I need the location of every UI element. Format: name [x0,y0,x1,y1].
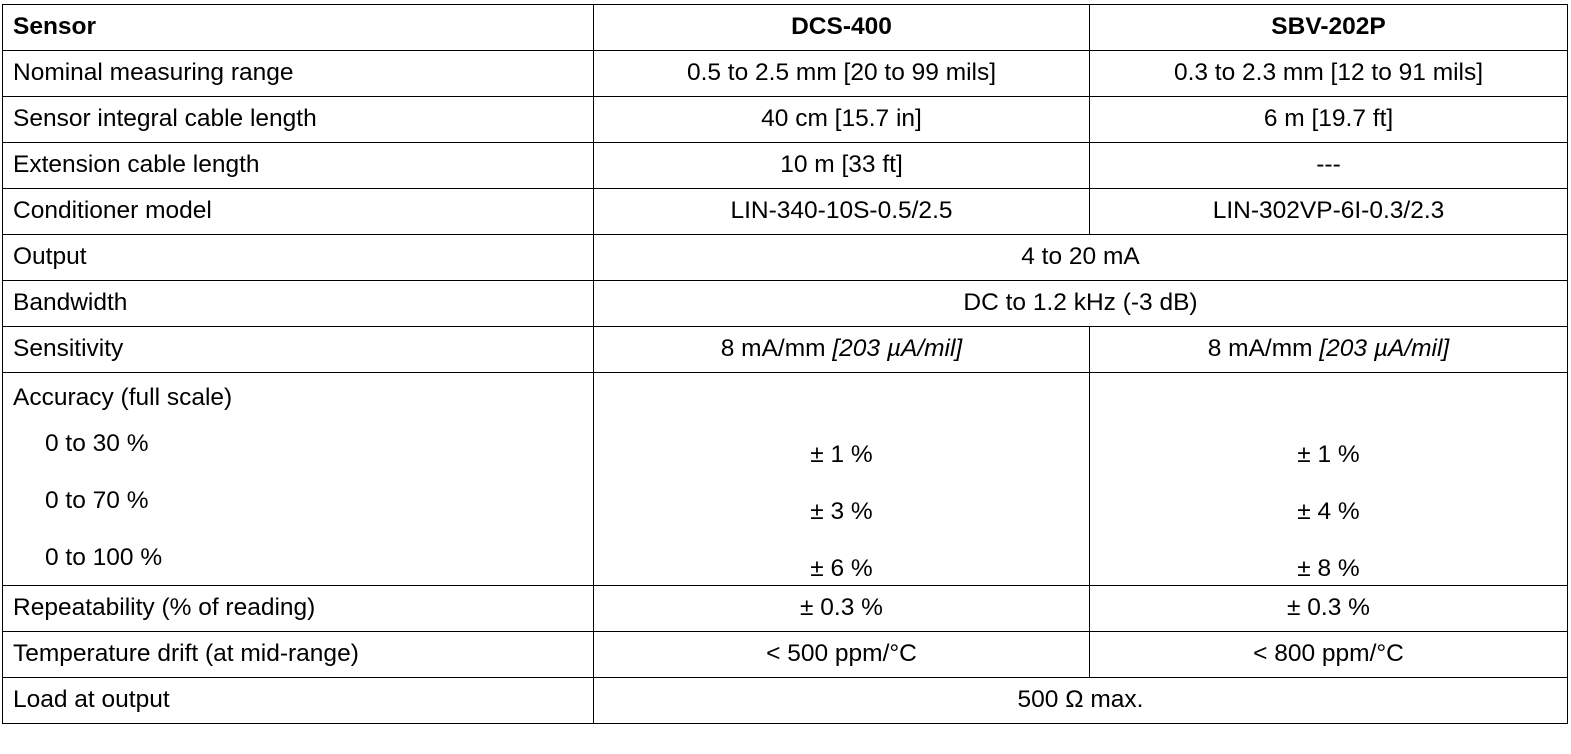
accuracy-value: ± 4 % [1297,498,1360,525]
accuracy-value: ± 1 % [1297,441,1360,468]
accuracy-value: ± 1 % [810,441,873,468]
header-dcs-400: DCS-400 [593,4,1090,51]
header-sensor: Sensor [2,4,594,51]
table-row: Nominal measuring range 0.5 to 2.5 mm [2… [2,50,1568,97]
table-row: Conditioner model LIN-340-10S-0.5/2.5 LI… [2,188,1568,235]
row-value-sbv-202p: ± 0.3 % [1089,585,1568,632]
sensitivity-value: 8 mA/mm [1207,335,1320,363]
row-value-sbv-202p: 8 mA/mm [203 µA/mil] [1089,326,1568,373]
header-sbv-202p: SBV-202P [1089,4,1568,51]
accuracy-value: ± 6 % [810,555,873,582]
row-label: Temperature drift (at mid-range) [2,631,594,678]
row-label: Sensor integral cable length [2,96,594,143]
row-label: Bandwidth [2,280,594,327]
accuracy-label-cell: Accuracy (full scale) 0 to 30 % 0 to 70 … [2,372,594,586]
row-label: Output [2,234,594,281]
row-label: Nominal measuring range [2,50,594,97]
row-value-dcs-400: 40 cm [15.7 in] [593,96,1090,143]
row-value-dcs-400: LIN-340-10S-0.5/2.5 [593,188,1090,235]
accuracy-sbv-202p-cell: ± 1 % ± 4 % ± 8 % [1089,372,1568,586]
table-row: Bandwidth DC to 1.2 kHz (-3 dB) [2,280,1568,327]
table-row: Load at output 500 Ω max. [2,677,1568,724]
row-label: Load at output [2,677,594,724]
sensitivity-value: 8 mA/mm [720,335,833,363]
table-row: Repeatability (% of reading) ± 0.3 % ± 0… [2,585,1568,632]
row-value-sbv-202p: LIN-302VP-6I-0.3/2.3 [1089,188,1568,235]
row-label: Repeatability (% of reading) [2,585,594,632]
sensor-spec-table: Sensor DCS-400 SBV-202P Nominal measurin… [2,4,1568,724]
accuracy-label: Accuracy (full scale) [13,384,233,411]
sensitivity-imperial-value: [203 µA/mil] [832,335,963,363]
row-label: Sensitivity [2,326,594,373]
row-value-merged: 500 Ω max. [593,677,1568,724]
table-row-accuracy: Accuracy (full scale) 0 to 30 % 0 to 70 … [2,372,1568,586]
table-row: Sensor integral cable length 40 cm [15.7… [2,96,1568,143]
table-row: Temperature drift (at mid-range) < 500 p… [2,631,1568,678]
accuracy-range-label: 0 to 100 % [45,544,163,571]
accuracy-range-label: 0 to 70 % [45,487,149,514]
row-value-sbv-202p: < 800 ppm/°C [1089,631,1568,678]
row-value-dcs-400: 0.5 to 2.5 mm [20 to 99 mils] [593,50,1090,97]
row-value-sbv-202p: 0.3 to 2.3 mm [12 to 91 mils] [1089,50,1568,97]
row-value-sbv-202p: 6 m [19.7 ft] [1089,96,1568,143]
row-label: Conditioner model [2,188,594,235]
table-header-row: Sensor DCS-400 SBV-202P [2,4,1568,51]
accuracy-range-label: 0 to 30 % [45,430,149,457]
table-row: Extension cable length 10 m [33 ft] --- [2,142,1568,189]
row-value-dcs-400: ± 0.3 % [593,585,1090,632]
row-value-dcs-400: 10 m [33 ft] [593,142,1090,189]
table-row: Output 4 to 20 mA [2,234,1568,281]
row-value-dcs-400: 8 mA/mm [203 µA/mil] [593,326,1090,373]
row-value-merged: 4 to 20 mA [593,234,1568,281]
accuracy-value: ± 3 % [810,498,873,525]
row-value-merged: DC to 1.2 kHz (-3 dB) [593,280,1568,327]
row-value-dcs-400: < 500 ppm/°C [593,631,1090,678]
row-label: Extension cable length [2,142,594,189]
table-row: Sensitivity 8 mA/mm [203 µA/mil] 8 mA/mm… [2,326,1568,373]
accuracy-value: ± 8 % [1297,555,1360,582]
accuracy-dcs-400-cell: ± 1 % ± 3 % ± 6 % [593,372,1090,586]
row-value-sbv-202p: --- [1089,142,1568,189]
sensitivity-imperial-value: [203 µA/mil] [1319,335,1450,363]
